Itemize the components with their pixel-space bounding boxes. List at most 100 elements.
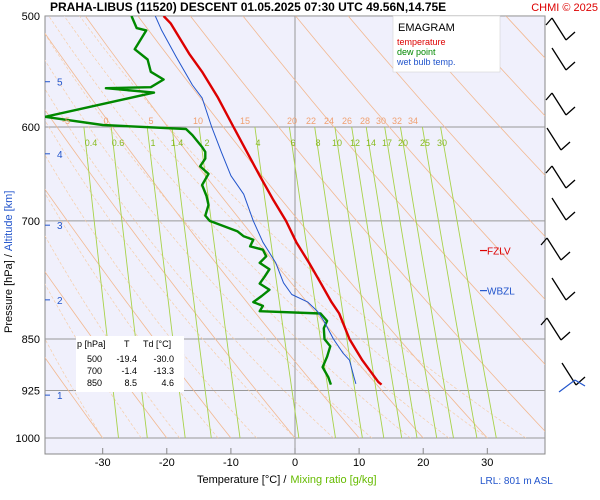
wind-barb	[551, 277, 576, 301]
wind-barb	[540, 237, 571, 261]
dry-adiabat-label: 15	[240, 116, 250, 126]
altitude-tick-label: 2	[57, 296, 63, 307]
dry-adiabat-label: 24	[324, 116, 334, 126]
pressure-tick-label: 925	[22, 386, 40, 398]
pressure-tick-label: 850	[22, 334, 40, 346]
dry-adiabat	[45, 356, 104, 439]
altitude-tick-label: 1	[57, 391, 63, 402]
moist-adiabat	[48, 16, 450, 439]
table-cell: 8.5	[124, 378, 137, 388]
wind-barb	[540, 317, 571, 341]
mixing-ratio-label: 20	[398, 138, 408, 148]
moist-adiabat	[45, 88, 334, 439]
altitude-tick-label: 4	[57, 150, 63, 161]
mixing-ratio-label: 10	[332, 138, 342, 148]
dry-adiabat	[137, 16, 488, 439]
x-axis-title: Temperature [°C] / Mixing ratio [g/kg]	[197, 474, 377, 486]
mixing-ratio-label: 0.6	[112, 138, 125, 148]
dry-adiabat	[190, 16, 545, 432]
temperature-tick-label: -30	[95, 457, 111, 469]
dry-adiabat-label: 0	[103, 116, 108, 126]
pressure-tick-label: 500	[22, 11, 40, 23]
moist-adiabat	[45, 33, 411, 439]
mixing-ratio-label: 8	[315, 138, 320, 148]
wind-barb	[545, 165, 576, 189]
temperature-tick-label: 0	[292, 457, 298, 469]
altitude-tick-label: 3	[57, 221, 63, 232]
level-table: p [hPa] T Td [°C] 500 -19.4 -30.0 700 -1…	[76, 336, 184, 392]
dry-adiabat	[453, 16, 545, 117]
table-cell: 850	[87, 378, 102, 388]
mixing-ratio-label: 6	[290, 138, 295, 148]
temperature-tick-label: 30	[481, 457, 493, 469]
dry-adiabat	[295, 16, 545, 300]
series-temperature-line	[162, 16, 383, 386]
series-dew-point-line	[45, 16, 333, 385]
mixing-ratio-label: 12	[350, 138, 360, 148]
pressure-tick-label: 1000	[16, 433, 40, 445]
table-header-p: p [hPa]	[77, 339, 106, 349]
wind-barb	[551, 197, 576, 221]
table-cell: 500	[87, 354, 102, 364]
mixing-ratio-line	[440, 126, 497, 439]
mixing-ratio-label: 1.4	[171, 138, 184, 148]
dry-adiabat	[84, 16, 424, 439]
mixing-ratio-label: 30	[437, 138, 447, 148]
temperature-tick-label: -10	[223, 457, 239, 469]
dry-adiabat-label: -5	[62, 116, 70, 126]
moist-adiabat	[45, 338, 103, 439]
mixing-ratio-label: 0.4	[85, 138, 98, 148]
legend: EMAGRAM temperature dew point wet bulb t…	[392, 15, 501, 73]
dry-adiabat-label: 5	[148, 116, 153, 126]
wind-barbs	[540, 17, 586, 393]
temperature-tick-label: 20	[417, 457, 429, 469]
mixing-ratio-label: 4	[255, 138, 260, 148]
temperature-tick-label: 10	[353, 457, 365, 469]
dry-adiabat-label: 26	[342, 116, 352, 126]
mixing-ratio-line	[171, 126, 212, 439]
mixing-ratio-line	[365, 126, 418, 439]
dry-adiabat	[347, 16, 545, 238]
table-cell: 700	[87, 366, 102, 376]
chart-title: PRAHA-LIBUS (11520) DESCENT 01.05.2025 0…	[50, 0, 446, 14]
wind-barb	[551, 47, 576, 71]
series-wet-bulb-temp-line	[154, 16, 357, 385]
table-cell: -19.4	[116, 354, 137, 364]
lrl-label: LRL: 801 m ASL	[480, 476, 553, 487]
dry-adiabat	[45, 32, 360, 439]
pressure-tick-label: 700	[22, 216, 40, 228]
mixing-ratio-line	[198, 126, 241, 439]
dry-adiabat-label: 20	[287, 116, 297, 126]
moist-adiabat	[79, 16, 526, 439]
dry-adiabat	[242, 16, 545, 365]
dry-adiabat	[45, 109, 296, 439]
dry-adiabat	[400, 16, 545, 176]
dry-adiabat-label: 30	[376, 116, 386, 126]
table-cell: 4.6	[161, 378, 174, 388]
mixing-ratio-line	[288, 126, 336, 439]
dry-adiabat-label: 10	[193, 116, 203, 126]
mixing-ratio-label: 25	[420, 138, 430, 148]
mixing-ratio-line	[83, 126, 119, 439]
dry-adiabat-label: 22	[306, 116, 316, 126]
legend-dew-point: dew point	[397, 47, 436, 57]
table-cell: -30.0	[153, 354, 174, 364]
mixing-ratio-line	[351, 126, 403, 439]
temperature-tick-label: -20	[159, 457, 175, 469]
mixing-ratio-line	[421, 126, 478, 439]
altitude-tick-label: 5	[57, 78, 63, 89]
mixing-ratio-line	[384, 126, 438, 439]
mixing-ratio-label: 1	[150, 138, 155, 148]
mixing-ratio-label: 14	[366, 138, 376, 148]
mixing-ratio-line	[146, 126, 186, 439]
mixing-ratio-line	[314, 126, 363, 439]
table-header-td: Td [°C]	[143, 339, 171, 349]
mixing-ratio-label: 17	[382, 138, 392, 148]
mixing-ratio-line	[399, 126, 454, 439]
moist-adiabat	[45, 154, 257, 439]
wind-barb	[545, 17, 576, 41]
legend-temperature: temperature	[397, 37, 446, 47]
dry-adiabat	[559, 16, 600, 438]
legend-title: EMAGRAM	[398, 22, 455, 34]
